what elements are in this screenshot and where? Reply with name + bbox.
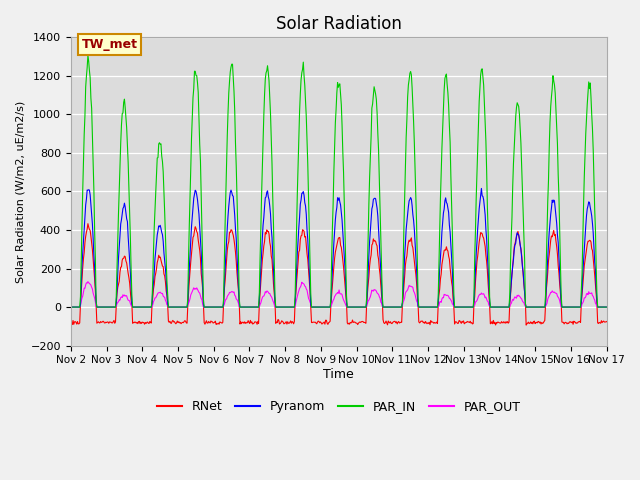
Pyranom xyxy=(67,304,75,310)
PAR_IN xyxy=(132,304,140,310)
Line: Pyranom: Pyranom xyxy=(71,189,607,307)
PAR_IN xyxy=(603,304,611,310)
RNet xyxy=(420,319,428,325)
PAR_IN xyxy=(67,304,75,310)
RNet xyxy=(603,319,611,324)
Line: PAR_IN: PAR_IN xyxy=(71,55,607,307)
PAR_OUT xyxy=(420,304,428,310)
Legend: RNet, Pyranom, PAR_IN, PAR_OUT: RNet, Pyranom, PAR_IN, PAR_OUT xyxy=(152,395,525,418)
RNet xyxy=(522,322,530,328)
Line: RNet: RNet xyxy=(71,224,607,325)
Pyranom xyxy=(132,304,140,310)
Pyranom xyxy=(603,304,611,310)
PAR_IN xyxy=(420,304,428,310)
PAR_OUT xyxy=(132,304,140,310)
PAR_IN xyxy=(215,304,223,310)
RNet xyxy=(132,320,140,326)
Pyranom xyxy=(214,304,222,310)
PAR_IN xyxy=(77,294,84,300)
PAR_IN xyxy=(404,82,412,88)
PAR_OUT xyxy=(404,285,412,290)
RNet xyxy=(187,259,195,264)
RNet xyxy=(67,319,75,324)
Pyranom xyxy=(186,252,194,258)
Pyranom xyxy=(419,304,427,310)
Text: TW_met: TW_met xyxy=(81,38,138,51)
PAR_IN xyxy=(187,166,195,171)
PAR_OUT xyxy=(215,304,223,310)
X-axis label: Time: Time xyxy=(323,368,354,381)
RNet xyxy=(404,240,412,245)
RNet xyxy=(215,321,223,327)
RNet xyxy=(84,221,92,227)
Pyranom xyxy=(77,302,84,308)
Title: Solar Radiation: Solar Radiation xyxy=(276,15,402,33)
Y-axis label: Solar Radiation (W/m2, uE/m2/s): Solar Radiation (W/m2, uE/m2/s) xyxy=(15,100,25,283)
Pyranom xyxy=(477,186,485,192)
PAR_OUT xyxy=(67,304,75,310)
RNet xyxy=(77,301,84,307)
PAR_OUT xyxy=(603,304,611,310)
PAR_OUT xyxy=(84,279,92,285)
PAR_OUT xyxy=(77,302,84,308)
PAR_OUT xyxy=(187,292,195,298)
Pyranom xyxy=(404,210,412,216)
PAR_IN xyxy=(84,52,92,58)
Line: PAR_OUT: PAR_OUT xyxy=(71,282,607,307)
